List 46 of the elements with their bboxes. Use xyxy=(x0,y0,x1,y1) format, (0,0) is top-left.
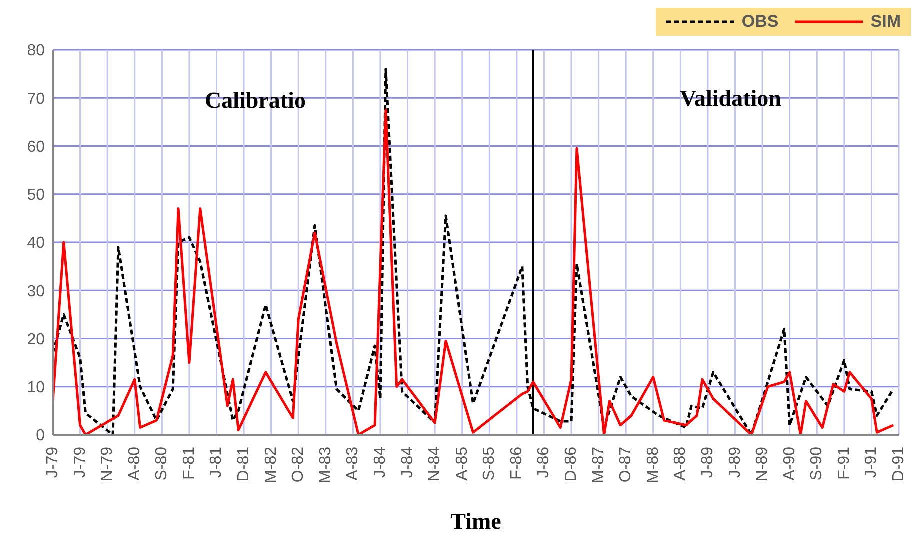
x-tick-label: J-89 xyxy=(699,446,716,478)
x-tick-label: S-80 xyxy=(154,446,171,481)
x-tick-label: S-90 xyxy=(808,446,826,481)
y-tick-label: 60 xyxy=(27,138,46,156)
x-tick-label: M-82 xyxy=(262,446,280,484)
x-tick-label: D-91 xyxy=(890,446,908,482)
x-tick-label: O-87 xyxy=(618,446,635,483)
x-tick-label: J-84 xyxy=(372,446,389,478)
x-tick-label: D-81 xyxy=(236,446,253,482)
x-tick-label: M-83 xyxy=(317,446,334,484)
x-tick-label: J-79 xyxy=(44,446,62,478)
x-tick-label: N-79 xyxy=(99,446,116,482)
annotation: Calibratio xyxy=(205,88,306,114)
y-tick-label: 30 xyxy=(27,283,46,300)
x-tick-label: N-84 xyxy=(426,446,444,482)
x-tick-label: N-89 xyxy=(754,446,772,482)
y-tick-label: 50 xyxy=(27,187,46,204)
x-tick-label: A-90 xyxy=(781,446,798,481)
y-tick-label: 0 xyxy=(36,428,46,445)
x-tick-label: O-82 xyxy=(290,446,308,483)
x-tick-label: J-79 xyxy=(72,446,89,478)
x-tick-label: A-80 xyxy=(126,446,144,481)
x-tick-label: S-85 xyxy=(481,446,498,481)
x-tick-label: M-88 xyxy=(644,446,662,484)
y-tick-label: 70 xyxy=(27,90,46,108)
x-tick-label: J-86 xyxy=(536,446,553,478)
y-tick-label: 10 xyxy=(27,380,46,397)
x-tick-label: F-91 xyxy=(836,446,853,480)
y-tick-label: 40 xyxy=(27,235,46,252)
legend-label: SIM xyxy=(870,12,901,32)
x-tick-label: F-86 xyxy=(508,446,526,480)
x-tick-label: D-86 xyxy=(563,446,580,482)
y-tick-label: 80 xyxy=(27,42,46,60)
x-tick-label: F-81 xyxy=(180,446,198,480)
x-tick-label: A-85 xyxy=(454,446,471,481)
x-tick-label: J-91 xyxy=(863,446,880,478)
legend-label: OBS xyxy=(742,12,779,32)
y-tick-label: 20 xyxy=(27,331,46,348)
x-tick-label: J-84 xyxy=(399,446,416,478)
x-tick-label: A-88 xyxy=(672,446,690,481)
x-tick-label: A-83 xyxy=(344,446,362,481)
x-axis-title: Time xyxy=(450,509,502,535)
x-tick-label: M-87 xyxy=(590,446,608,484)
x-tick-label: J-81 xyxy=(208,446,226,478)
annotation: Validation xyxy=(680,86,782,112)
x-tick-label: J-89 xyxy=(726,446,744,478)
